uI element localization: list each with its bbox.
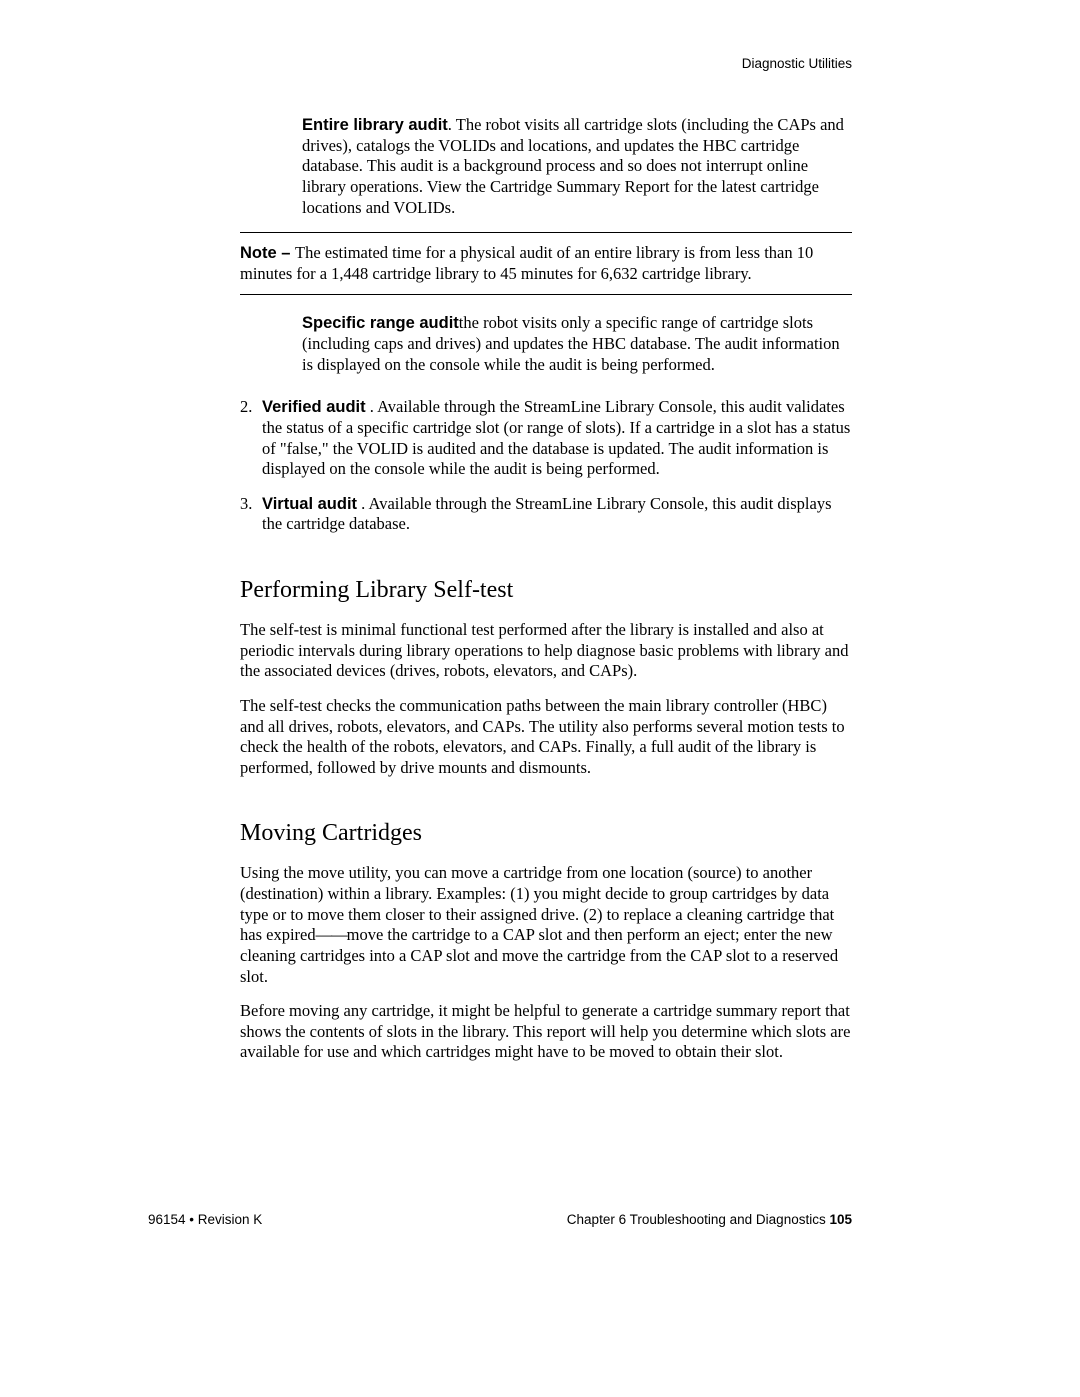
list-num-3: 3. <box>240 494 262 535</box>
self-test-para-1: The self-test is minimal functional test… <box>240 620 852 682</box>
footer-chapter: Chapter 6 Troubleshooting and Diagnostic… <box>567 1212 830 1227</box>
entire-library-audit-para: Entire library audit. The robot visits a… <box>302 115 852 218</box>
footer-page-number: 105 <box>829 1212 852 1227</box>
verified-audit-label: Verified audit <box>262 398 366 416</box>
note-box: Note – The estimated time for a physical… <box>240 232 852 295</box>
list-item-2: 2. Verified audit . Available through th… <box>240 397 852 480</box>
virtual-audit-label: Virtual audit <box>262 495 357 513</box>
footer-left: 96154 • Revision K <box>148 1212 262 1227</box>
list-num-2: 2. <box>240 397 262 480</box>
footer-right: Chapter 6 Troubleshooting and Diagnostic… <box>567 1212 852 1227</box>
moving-para-2: Before moving any cartridge, it might be… <box>240 1001 852 1063</box>
specific-range-audit-block: Specific range auditthe robot visits onl… <box>302 313 852 375</box>
list-body-2: Verified audit . Available through the S… <box>262 397 852 480</box>
page-footer: 96154 • Revision K Chapter 6 Troubleshoo… <box>148 1212 852 1227</box>
list-item-3: 3. Virtual audit . Available through the… <box>240 494 852 535</box>
specific-range-audit-para: Specific range auditthe robot visits onl… <box>302 313 852 375</box>
note-text: The estimated time for a physical audit … <box>240 243 813 283</box>
heading-self-test: Performing Library Self-test <box>240 577 852 604</box>
moving-para-1: Using the move utility, you can move a c… <box>240 863 852 987</box>
note-label: Note – <box>240 244 295 262</box>
entire-library-audit-label: Entire library audit <box>302 116 448 134</box>
specific-range-audit-label: Specific range audit <box>302 314 459 332</box>
running-head: Diagnostic Utilities <box>240 56 852 71</box>
heading-moving-cartridges: Moving Cartridges <box>240 820 852 847</box>
entire-library-audit-block: Entire library audit. The robot visits a… <box>302 115 852 218</box>
page-content: Diagnostic Utilities Entire library audi… <box>240 56 852 1077</box>
list-body-3: Virtual audit . Available through the St… <box>262 494 852 535</box>
self-test-para-2: The self-test checks the communication p… <box>240 696 852 779</box>
mdash-icon: —— <box>316 925 347 944</box>
